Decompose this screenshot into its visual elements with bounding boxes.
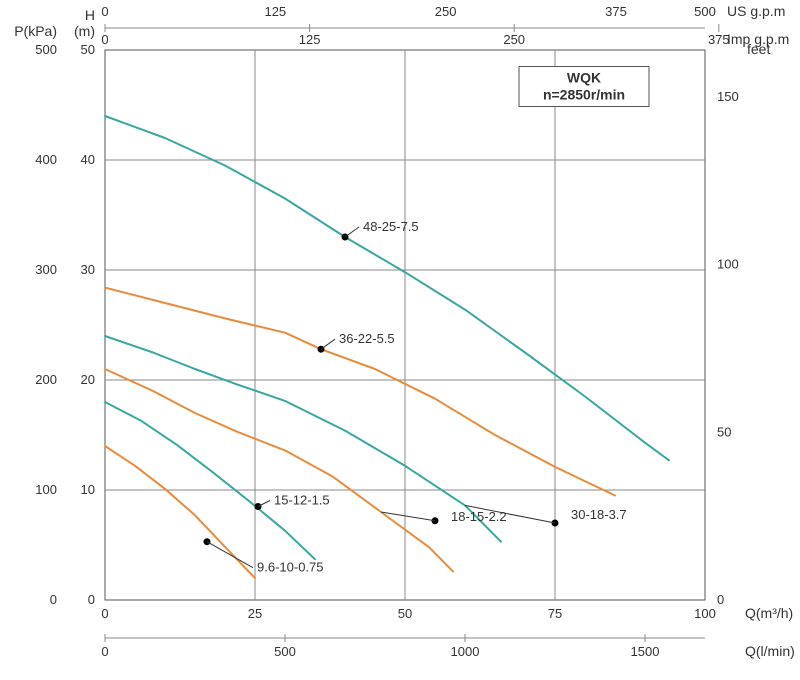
left-m-tick: 50 bbox=[81, 42, 95, 57]
top-impgpm-tick: 0 bbox=[101, 32, 108, 47]
bottom-m3h-tick: 75 bbox=[548, 606, 562, 621]
top-usgpm-tick: 375 bbox=[605, 4, 627, 19]
curve-label: 30-18-3.7 bbox=[571, 507, 627, 522]
curve-label: 15-12-1.5 bbox=[274, 493, 330, 508]
axis-label-impgpm: Imp g.p.m bbox=[727, 31, 789, 47]
axis-label-lmin: Q(l/min) bbox=[745, 643, 795, 659]
left-kpa-tick: 400 bbox=[35, 152, 57, 167]
left-kpa-tick: 500 bbox=[35, 42, 57, 57]
bottom-m3h-tick: 100 bbox=[694, 606, 716, 621]
top-usgpm-tick: 250 bbox=[435, 4, 457, 19]
right-feet-tick: 150 bbox=[717, 89, 739, 104]
axis-label-usgpm: US g.p.m bbox=[727, 3, 785, 19]
left-kpa-tick: 100 bbox=[35, 482, 57, 497]
top-usgpm-tick: 125 bbox=[264, 4, 286, 19]
axis-label-H: H bbox=[85, 7, 95, 23]
curve-label: 36-22-5.5 bbox=[339, 331, 395, 346]
left-m-tick: 30 bbox=[81, 262, 95, 277]
left-m-tick: 20 bbox=[81, 372, 95, 387]
axis-label-kpa: P(kPa) bbox=[14, 23, 57, 39]
curve-label: 9.6-10-0.75 bbox=[257, 560, 324, 575]
top-usgpm-tick: 0 bbox=[101, 4, 108, 19]
bottom-lmin-tick: 1500 bbox=[631, 644, 660, 659]
right-feet-tick: 0 bbox=[717, 592, 724, 607]
left-m-tick: 40 bbox=[81, 152, 95, 167]
axis-label-m: (m) bbox=[74, 23, 95, 39]
left-kpa-tick: 0 bbox=[50, 592, 57, 607]
top-usgpm-tick: 500 bbox=[694, 4, 716, 19]
axis-label-m3h: Q(m³/h) bbox=[745, 605, 793, 621]
top-impgpm-tick: 125 bbox=[299, 32, 321, 47]
title-line: n=2850r/min bbox=[543, 87, 625, 103]
title-line: WQK bbox=[567, 70, 601, 86]
left-kpa-tick: 200 bbox=[35, 372, 57, 387]
bottom-m3h-tick: 50 bbox=[398, 606, 412, 621]
curve-label: 18-15-2.2 bbox=[451, 509, 507, 524]
right-feet-tick: 100 bbox=[717, 257, 739, 272]
left-m-tick: 0 bbox=[88, 592, 95, 607]
pump-curve-chart: 010203040500100200300400500H(m)P(kPa)050… bbox=[0, 0, 800, 680]
curve-label: 48-25-7.5 bbox=[363, 219, 419, 234]
left-m-tick: 10 bbox=[81, 482, 95, 497]
bottom-m3h-tick: 25 bbox=[248, 606, 262, 621]
bottom-m3h-tick: 0 bbox=[101, 606, 108, 621]
bottom-lmin-tick: 1000 bbox=[451, 644, 480, 659]
left-kpa-tick: 300 bbox=[35, 262, 57, 277]
bottom-lmin-tick: 0 bbox=[101, 644, 108, 659]
top-impgpm-tick: 250 bbox=[503, 32, 525, 47]
right-feet-tick: 50 bbox=[717, 424, 731, 439]
bottom-lmin-tick: 500 bbox=[274, 644, 296, 659]
